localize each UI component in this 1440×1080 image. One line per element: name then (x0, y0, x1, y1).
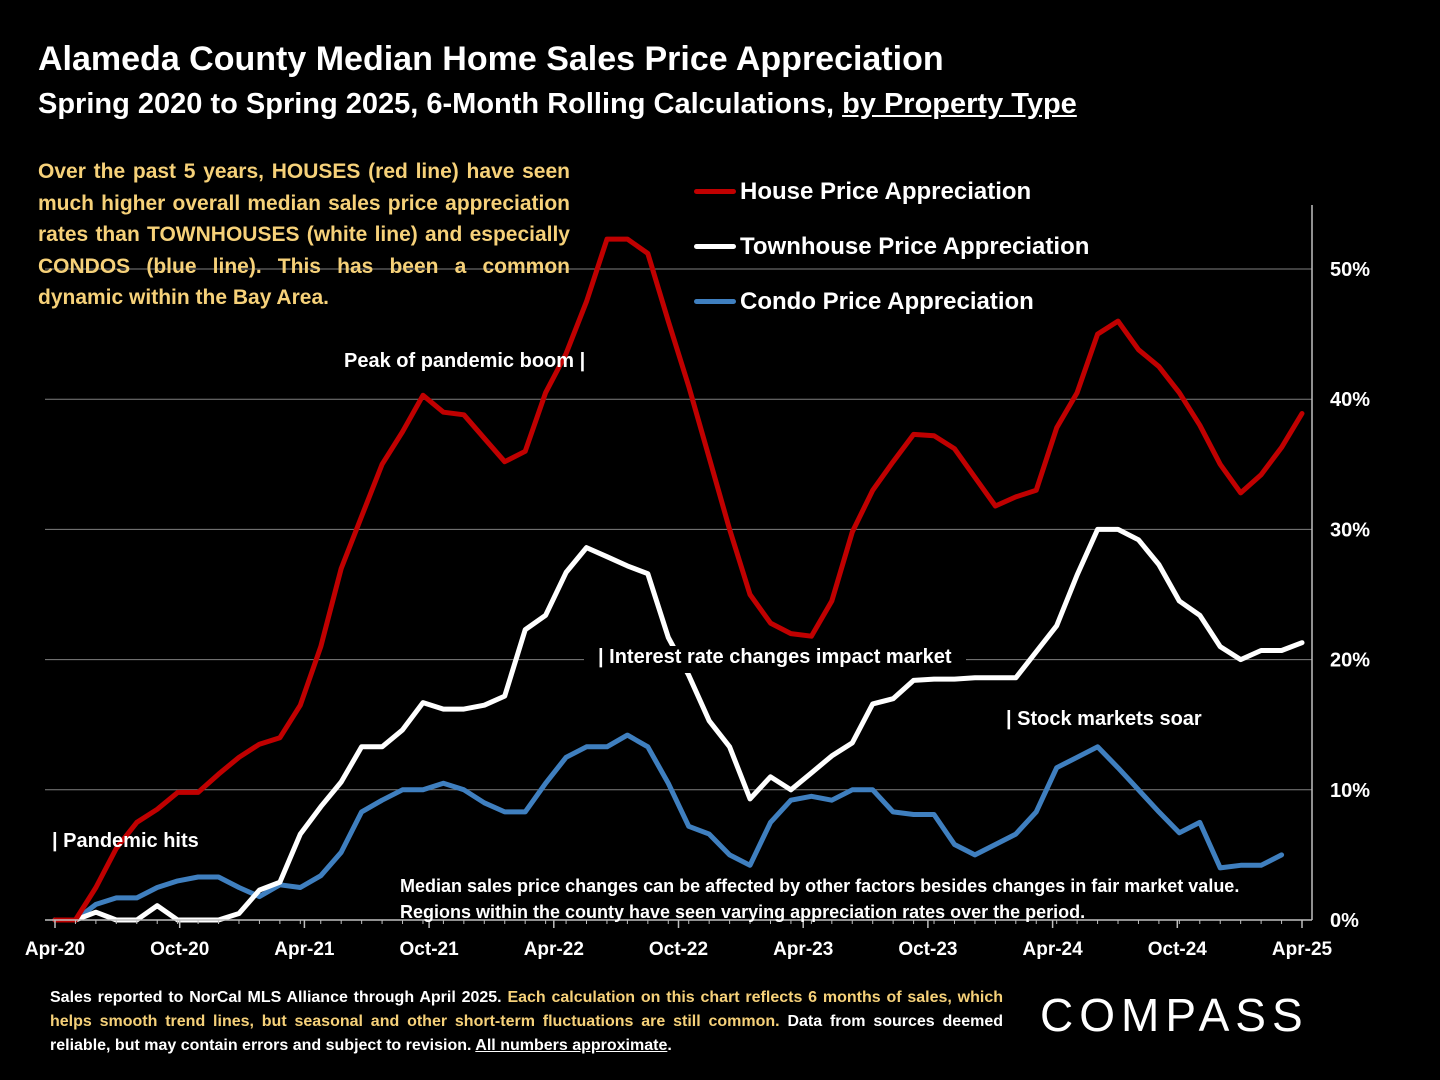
chart-legend: House Price Appreciation Townhouse Price… (694, 164, 1089, 329)
x-tick-label: Oct-24 (1148, 939, 1208, 960)
compass-logo: COMPASS (1040, 989, 1309, 1041)
x-tick-label: Apr-24 (1023, 939, 1084, 960)
legend-swatch-house (694, 189, 736, 194)
x-tick-label: Apr-25 (1272, 939, 1333, 960)
footer-part1: Sales reported to NorCal MLS Alliance th… (50, 989, 508, 1006)
legend-label-townhouse: Townhouse Price Appreciation (740, 232, 1090, 260)
footer-part2: Each calculation on this chart reflects … (50, 989, 1004, 1030)
y-tick-label: 40% (1330, 389, 1370, 411)
x-tick-label: Oct-20 (150, 939, 209, 960)
y-tick-label: 0% (1330, 910, 1359, 932)
legend-swatch-condo (694, 299, 736, 304)
legend-item-townhouse: Townhouse Price Appreciation (694, 219, 1089, 274)
x-tick-label: Apr-22 (524, 939, 584, 960)
x-tick-label: Apr-20 (25, 939, 85, 960)
annotation-pandemic: | Pandemic hits (52, 830, 199, 852)
subtitle-underlined: by Property Type (842, 88, 1077, 120)
y-tick-label: 20% (1330, 650, 1370, 672)
y-tick-label: 30% (1330, 519, 1370, 541)
page-title: Alameda County Median Home Sales Price A… (38, 40, 944, 78)
footer-part3: Data from sources deemed reliable, but m… (50, 1013, 1003, 1054)
page-subtitle: Spring 2020 to Spring 2025, 6-Month Roll… (38, 88, 1077, 121)
intro-text: Over the past 5 years, HOUSES (red line)… (38, 160, 570, 309)
legend-label-condo: Condo Price Appreciation (740, 287, 1034, 315)
annotation-rates: | Interest rate changes impact market (584, 646, 966, 673)
y-tick-label: 10% (1330, 780, 1370, 802)
subtitle-main: Spring 2020 to Spring 2025, 6-Month Roll… (38, 88, 843, 120)
x-tick-label: Oct-21 (400, 939, 460, 960)
footer-source-note: Sales reported to NorCal MLS Alliance th… (50, 986, 1003, 1058)
x-tick-label: Oct-22 (649, 939, 708, 960)
legend-item-condo: Condo Price Appreciation (694, 274, 1089, 329)
y-tick-label: 50% (1330, 259, 1370, 281)
x-tick-label: Apr-23 (773, 939, 833, 960)
chart-axes: 0% 10% 20% 30% 40% 50% Apr-20 Oct-20 Apr-21 Oct-2… (25, 205, 1370, 960)
x-tick-label: Apr-21 (274, 939, 335, 960)
annotation-stocks: | Stock markets soar (1006, 708, 1202, 730)
annotation-peak: Peak of pandemic boom | (344, 350, 586, 372)
series-line-condo (52, 732, 1285, 923)
legend-item-house: House Price Appreciation (694, 164, 1089, 219)
footer-part4: All numbers approximate (475, 1037, 668, 1054)
series-line-house (52, 236, 1305, 923)
x-tick-label: Oct-23 (898, 939, 957, 960)
chart-series (52, 236, 1305, 923)
legend-swatch-townhouse (694, 244, 736, 249)
legend-label-house: House Price Appreciation (740, 177, 1032, 205)
footer-part5: . (667, 1037, 672, 1054)
chart-note: Median sales price changes can be affect… (400, 876, 1240, 922)
